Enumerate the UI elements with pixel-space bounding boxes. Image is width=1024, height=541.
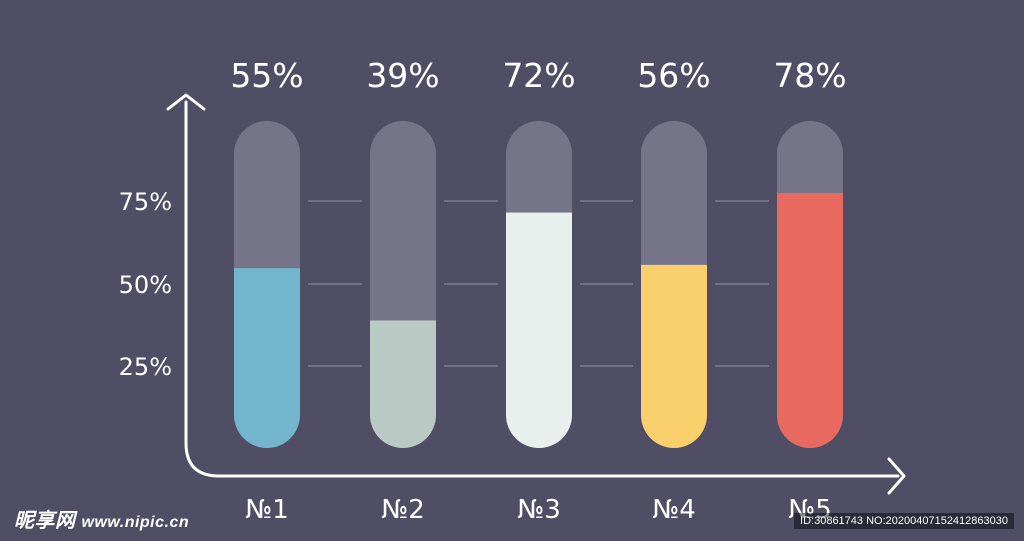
y-tick-label-75: 75% — [119, 188, 172, 216]
y-tick-label-50: 50% — [119, 271, 172, 299]
category-label-3: №3 — [517, 495, 561, 525]
category-label-5: №5 — [788, 495, 832, 525]
y-axis-arrow-icon — [166, 93, 206, 111]
axis-line — [184, 100, 900, 478]
value-label-3: 72% — [502, 56, 575, 95]
axes — [166, 93, 906, 495]
image-id-text: ID:30861743 NO:20200407152412863030 — [794, 513, 1014, 529]
value-label-5: 78% — [773, 56, 846, 95]
x-axis-arrow-icon — [887, 457, 906, 495]
value-label-4: 56% — [637, 56, 710, 95]
watermark-logo: 昵享网 www.nipic.cn — [14, 504, 189, 533]
category-label-4: №4 — [652, 495, 696, 525]
value-label-1: 55% — [230, 56, 303, 95]
bar-fill-3 — [506, 212, 572, 448]
watermark-brand: 昵享网 — [14, 510, 76, 532]
category-label-1: №1 — [245, 495, 289, 525]
category-label-2: №2 — [381, 495, 425, 525]
gridlines — [308, 200, 769, 367]
bar-fill-5 — [777, 192, 843, 448]
bar-fill-4 — [641, 264, 707, 448]
watermark-url: www.nipic.cn — [81, 514, 190, 531]
bars — [234, 121, 843, 448]
bar-fill-2 — [370, 320, 436, 448]
bar-fill-1 — [234, 268, 300, 448]
value-label-2: 39% — [366, 56, 439, 95]
y-tick-label-25: 25% — [119, 353, 172, 381]
labels: 75% 50% 25% 55% №1 39% №2 72% №3 56% №4 78% №5 — [119, 56, 847, 525]
